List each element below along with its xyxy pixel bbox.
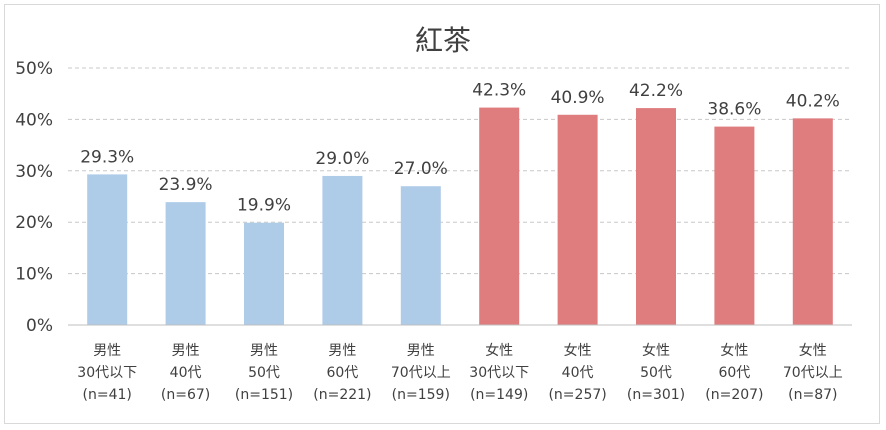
data-label: 29.0% — [315, 149, 369, 169]
bar — [87, 174, 128, 325]
x-tick-label: 男性 70代以上(n=159) — [391, 343, 451, 403]
bar — [714, 126, 755, 325]
data-label: 23.9% — [159, 175, 213, 195]
data-label: 42.3% — [472, 81, 526, 101]
data-label: 27.0% — [394, 159, 448, 179]
data-label: 29.3% — [80, 147, 134, 167]
y-axis-ticks: 0% 10% 20% 30% 40% 50% — [15, 59, 53, 336]
x-tick-label: 女性 60代(n=207) — [705, 342, 763, 403]
y-tick-label: 40% — [15, 110, 53, 130]
data-labels: 29.3% 23.9% 19.9% 29.0% 27.0% 42.3% 40.9% 42.2%… — [80, 81, 840, 216]
y-tick-label: 20% — [15, 213, 53, 233]
y-tick-label: 50% — [15, 59, 53, 79]
data-label: 42.2% — [629, 81, 683, 101]
data-label: 40.9% — [551, 88, 605, 108]
bar — [244, 222, 284, 325]
bar — [400, 186, 441, 325]
bar — [322, 175, 363, 325]
x-tick-label: 女性 50代(n=301) — [627, 342, 685, 403]
bar — [792, 118, 833, 325]
data-label: 19.9% — [237, 196, 291, 216]
x-tick-label: 男性 40代(n=67) — [161, 343, 210, 403]
x-tick-label: 男性 60代(n=221) — [313, 343, 371, 403]
chart-title: 紅茶 — [415, 24, 471, 57]
data-label: 38.6% — [707, 100, 761, 120]
x-tick-label: 男性 30代以下(n=41) — [77, 343, 137, 403]
x-tick-label: 男性 50代(n=151) — [235, 343, 293, 403]
x-tick-label: 女性 40代(n=257) — [548, 342, 606, 403]
bar — [557, 114, 598, 325]
x-tick-label: 女性 70代以上(n=87) — [783, 342, 843, 403]
bars — [87, 107, 833, 325]
bar — [636, 108, 676, 325]
y-tick-label: 10% — [15, 265, 53, 285]
data-label: 40.2% — [786, 91, 840, 111]
bar — [479, 107, 520, 325]
x-axis-categories: 男性 30代以下(n=41) 男性 40代(n=67) 男性 50代(n=151) 男性 60… — [77, 342, 842, 403]
bar — [165, 202, 206, 325]
y-tick-label: 30% — [15, 162, 53, 182]
x-tick-label: 女性 30代以下(n=149) — [469, 342, 529, 403]
y-tick-label: 0% — [26, 316, 53, 336]
